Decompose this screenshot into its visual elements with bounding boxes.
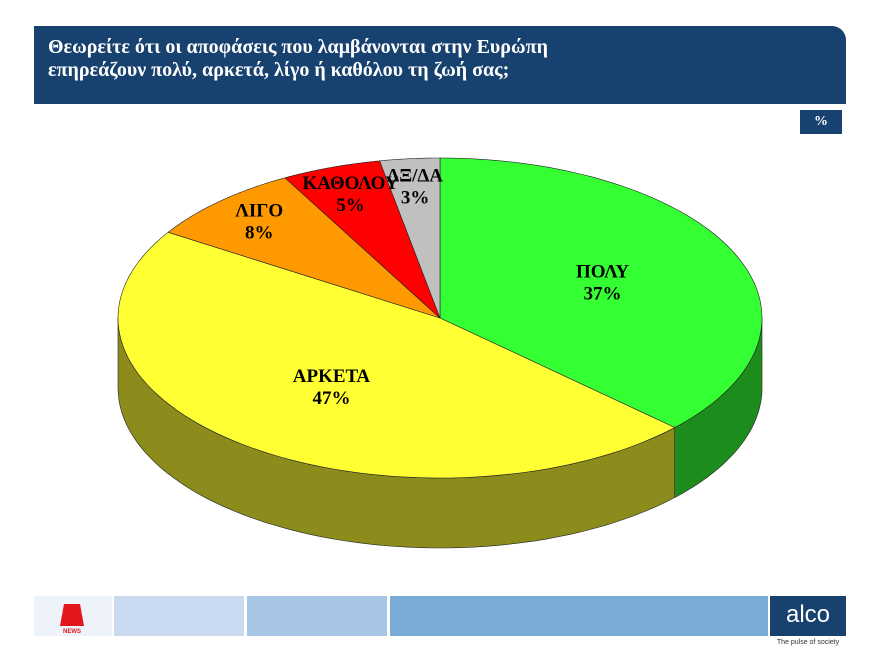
brand-tagline: The pulse of society <box>776 639 840 646</box>
slice-label: ΠΟΛΥ <box>576 261 629 282</box>
footer-band <box>390 596 768 636</box>
unit-badge: % <box>800 110 842 134</box>
logo-text: NEWS <box>63 629 81 635</box>
value-label: 47% <box>312 388 350 409</box>
slice-label: ΑΡΚΕΤΑ <box>293 366 371 387</box>
value-label: 5% <box>336 195 365 216</box>
footer-band <box>114 596 244 636</box>
value-label: 3% <box>401 188 430 209</box>
news-logo: NEWS <box>60 604 84 635</box>
pie-slice <box>439 157 763 428</box>
pie-slice <box>117 231 675 479</box>
slice-label: ΔΞ/ΔΑ <box>387 166 443 187</box>
slice-label: ΛΙΓΟ <box>235 201 283 222</box>
slice-label: ΚΑΘΟΛΟΥ <box>303 173 399 194</box>
pie-slice <box>167 177 441 319</box>
brand: alco <box>770 596 846 636</box>
value-label: 8% <box>245 223 274 244</box>
value-label: 37% <box>584 283 622 304</box>
pie-slice <box>284 160 441 319</box>
pie-slice <box>379 157 441 319</box>
footer-band <box>247 596 387 636</box>
footer-logo-box: NEWS <box>34 596 112 636</box>
chart-title: Θεωρείτε ότι οι αποφάσεις που λαμβάνοντα… <box>34 26 846 104</box>
